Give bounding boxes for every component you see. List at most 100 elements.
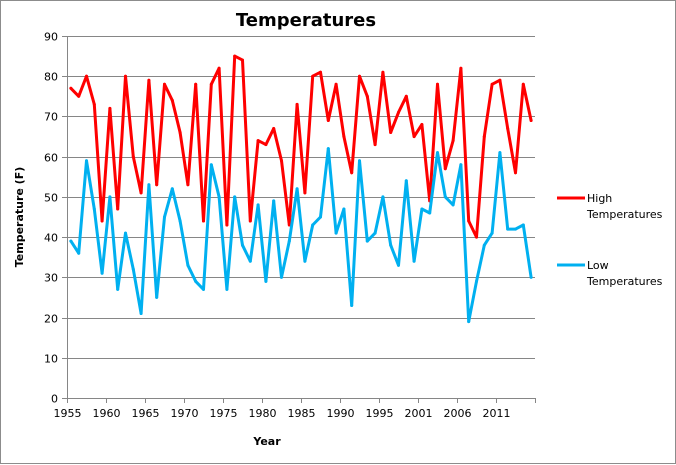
x-tick-label: 1995 (366, 407, 394, 420)
data-point (467, 219, 471, 223)
data-point (459, 66, 463, 70)
series-line (69, 54, 533, 239)
data-point (475, 235, 478, 239)
data-point (490, 82, 494, 86)
data-point (287, 223, 291, 227)
data-point (85, 159, 88, 163)
data-point (272, 199, 276, 203)
data-point (209, 82, 213, 86)
y-tick-label: 30 (44, 272, 58, 285)
y-tick-label: 60 (44, 152, 58, 165)
x-tick-label: 2001 (405, 407, 433, 420)
legend-label: High (587, 192, 612, 205)
data-point (194, 82, 198, 86)
data-point (155, 295, 159, 299)
data-point (451, 139, 455, 143)
data-point (100, 219, 104, 223)
data-point (147, 78, 151, 82)
data-point (451, 203, 455, 207)
data-point (241, 243, 244, 247)
data-point (116, 287, 120, 291)
y-tick-label: 20 (44, 313, 58, 326)
y-tick-label: 50 (44, 192, 58, 205)
data-point (490, 231, 494, 235)
data-point (482, 243, 486, 247)
data-point (404, 94, 408, 98)
y-tick-label: 0 (51, 393, 58, 406)
x-tick-label: 1965 (132, 407, 160, 420)
data-point (514, 171, 517, 175)
data-point (404, 179, 408, 183)
data-point (280, 275, 283, 279)
data-point (506, 227, 510, 231)
data-point (272, 127, 276, 130)
legend-item: High Temperatures (557, 192, 663, 221)
data-point (373, 231, 377, 235)
data-point (139, 312, 143, 315)
series-low (69, 147, 533, 324)
y-tick-label: 40 (44, 232, 58, 245)
data-point (498, 151, 502, 155)
data-point (334, 82, 338, 86)
x-tick-label: 1975 (210, 407, 238, 420)
data-point (459, 163, 463, 167)
y-tick-label: 80 (44, 71, 58, 84)
data-point (326, 147, 330, 151)
data-point (373, 143, 377, 147)
data-point (303, 191, 307, 195)
legend-label: Low (587, 259, 609, 272)
x-tick-label: 1960 (93, 407, 121, 420)
data-point (436, 151, 439, 155)
data-point (381, 195, 385, 199)
data-point (186, 183, 190, 187)
data-point (365, 239, 369, 243)
x-tick-label: 1990 (327, 407, 355, 420)
data-point (319, 215, 322, 219)
data-point (475, 279, 478, 283)
x-tick-label: 1970 (171, 407, 199, 420)
data-point (521, 82, 525, 86)
data-point (381, 70, 385, 74)
y-tick-label: 90 (44, 31, 58, 44)
axes: 0 10 20 30 40 50 60 70 80 90 1955 1960 1965 1970 1975 1… (44, 31, 536, 420)
data-point (77, 251, 81, 255)
legend-label: Temperatures (586, 275, 663, 288)
x-tick-label: 1980 (249, 407, 277, 420)
data-point (443, 167, 447, 171)
data-point (233, 195, 237, 199)
data-point (342, 135, 346, 139)
data-point (108, 106, 112, 110)
data-point (178, 219, 182, 223)
data-point (397, 110, 400, 114)
data-point (186, 263, 190, 267)
data-point (514, 227, 517, 231)
x-axis-title: Year (252, 435, 281, 448)
data-point (420, 207, 424, 211)
data-point (217, 66, 221, 70)
data-point (241, 58, 244, 62)
x-tick-label: 2006 (444, 407, 472, 420)
data-point (280, 159, 283, 163)
x-tick-label: 2011 (483, 407, 511, 420)
data-point (163, 82, 166, 86)
data-point (436, 82, 439, 86)
gridlines (67, 36, 535, 359)
y-axis-title: Temperature (F) (13, 167, 26, 268)
data-point (178, 131, 182, 134)
data-point (108, 195, 112, 199)
data-point (202, 287, 205, 291)
data-point (311, 223, 315, 227)
data-point (397, 263, 400, 267)
data-point (170, 98, 174, 102)
data-point (163, 215, 166, 219)
data-point (100, 271, 104, 275)
data-point (170, 187, 174, 191)
data-point (467, 320, 471, 324)
data-point (287, 239, 291, 243)
data-point (248, 259, 252, 263)
data-point (69, 86, 73, 90)
data-point (529, 275, 533, 279)
data-point (264, 279, 268, 283)
data-point (147, 183, 151, 187)
